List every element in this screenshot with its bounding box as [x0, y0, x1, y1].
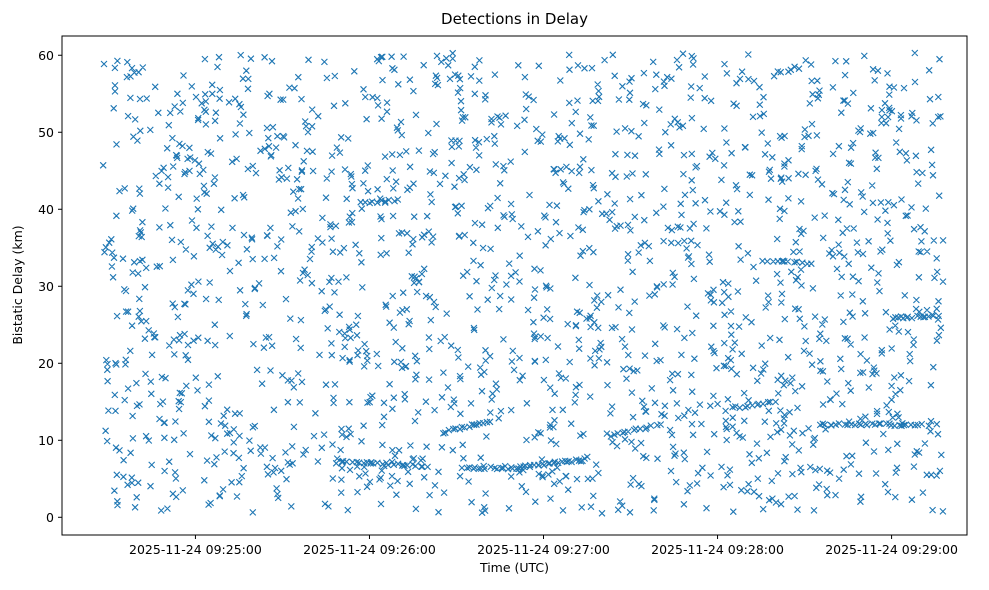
x-tick-label: 2025-11-24 09:27:00 — [477, 542, 610, 557]
y-tick-label: 0 — [46, 510, 54, 525]
plot-area — [61, 35, 968, 536]
x-axis-label: Time (UTC) — [479, 560, 550, 575]
y-tick-label: 60 — [38, 48, 54, 63]
y-tick-label: 20 — [38, 356, 54, 371]
chart-title: Detections in Delay — [441, 10, 588, 28]
x-tick-label: 2025-11-24 09:28:00 — [651, 542, 784, 557]
y-tick-label: 30 — [38, 279, 54, 294]
x-tick-label: 2025-11-24 09:25:00 — [129, 542, 262, 557]
y-tick-label: 10 — [38, 433, 54, 448]
x-tick-label: 2025-11-24 09:29:00 — [825, 542, 958, 557]
scatter-points — [99, 49, 947, 517]
y-tick-label: 40 — [38, 202, 54, 217]
y-axis-label: Bistatic Delay (km) — [10, 225, 25, 345]
x-tick-label: 2025-11-24 09:26:00 — [303, 542, 436, 557]
y-tick-label: 50 — [38, 125, 54, 140]
